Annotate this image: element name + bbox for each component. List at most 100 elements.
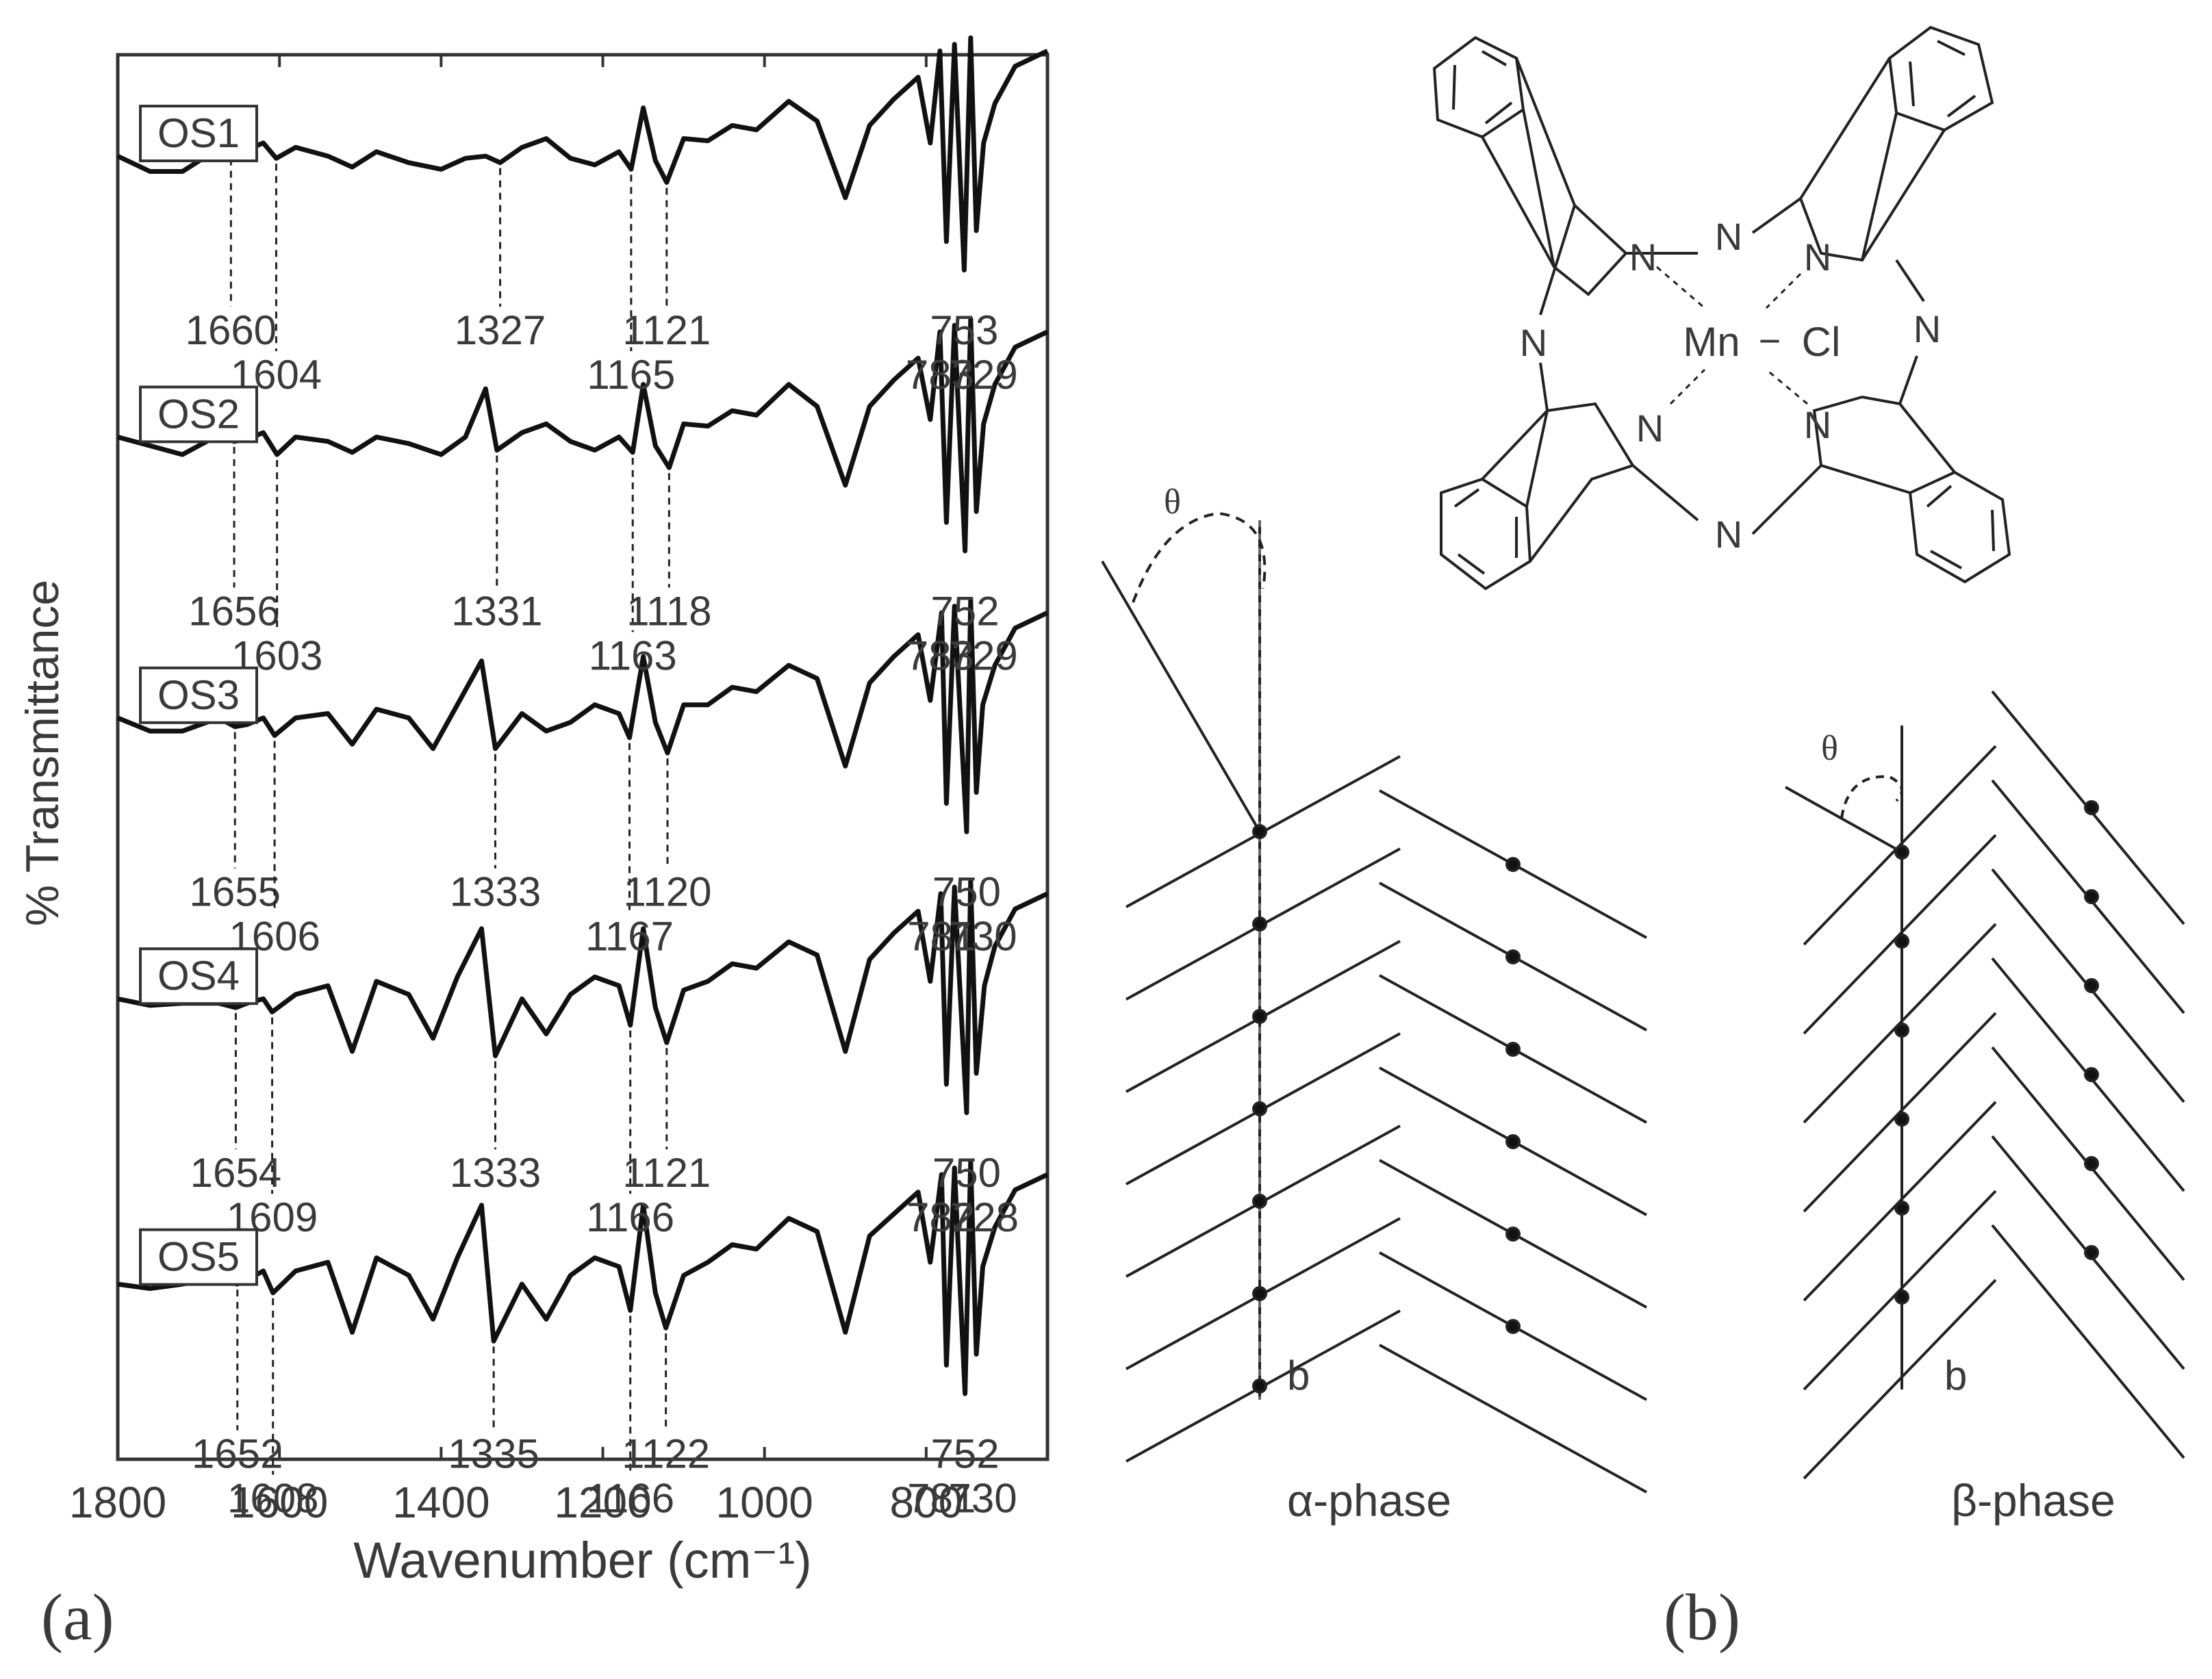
alpha-molecule-center xyxy=(1252,917,1267,932)
peak-label: 1122 xyxy=(622,1431,710,1477)
plot-frame xyxy=(116,53,1050,1461)
peak-label: 1655 xyxy=(189,869,280,915)
peak-label: 1121 xyxy=(622,1150,711,1196)
alpha-molecule-center xyxy=(1505,1227,1521,1242)
x-tick-label: 800 xyxy=(889,1478,963,1527)
series-label-os3: OS3 xyxy=(157,672,240,718)
atom-n: N xyxy=(1804,403,1831,446)
theta-arc-beta xyxy=(1840,775,1903,819)
series-label-os2: OS2 xyxy=(157,391,240,437)
peak-label: 1166 xyxy=(586,1194,674,1240)
alpha-b-axis-label: b xyxy=(1287,1353,1310,1398)
bond xyxy=(1539,362,1549,411)
peak-label: 1327 xyxy=(455,307,546,353)
beta-b-axis-label: b xyxy=(1944,1353,1967,1398)
bond xyxy=(1481,136,1555,268)
alpha-right-molecules xyxy=(1379,789,1647,1494)
benzo-ring-br xyxy=(1908,470,2011,584)
coordination-bond xyxy=(1766,368,1808,405)
series-label-box xyxy=(139,666,258,724)
spectra-group xyxy=(116,35,1049,1396)
atom-n: N xyxy=(1914,307,1941,350)
benzo-ring-tl xyxy=(1432,36,1525,139)
peak-label: 1121 xyxy=(622,307,711,353)
bond xyxy=(1631,464,1699,522)
atom-cl: Cl xyxy=(1802,319,1841,365)
beta-molecule-center xyxy=(2084,1156,2099,1171)
pyrrole-br xyxy=(1812,395,1956,494)
peak-label: 1654 xyxy=(190,1150,281,1196)
spectrum-line-os4 xyxy=(117,877,1049,1116)
coordination-bond xyxy=(1669,368,1706,405)
atom-mn: Mn xyxy=(1683,319,1740,365)
peak-label: 783 xyxy=(906,352,974,398)
beta-molecule-center xyxy=(2084,1245,2099,1260)
beta-molecule-center xyxy=(1894,934,1909,949)
bond xyxy=(1895,259,1925,303)
beta-molecule-center xyxy=(1894,1112,1909,1127)
beta-right-molecules xyxy=(1991,690,2185,1459)
beta-molecule-right xyxy=(1991,1224,2185,1459)
peak-label: 730 xyxy=(948,1476,1017,1522)
bond xyxy=(1482,50,1507,66)
alpha-phase-label: α-phase xyxy=(1287,1475,1451,1526)
bond xyxy=(1481,409,1549,480)
beta-phase-packing xyxy=(1785,690,2185,1480)
alpha-molecule-center xyxy=(1505,1042,1521,1057)
spectrum-line-os5 xyxy=(117,1159,1049,1396)
peak-label: 753 xyxy=(930,307,998,353)
alpha-molecule-center xyxy=(1252,1286,1267,1301)
alpha-molecule-center xyxy=(1505,1134,1521,1149)
peak-label: 1333 xyxy=(450,869,541,915)
series-label-os4: OS4 xyxy=(157,953,240,999)
bond xyxy=(1937,40,1966,56)
peak-label: 782 xyxy=(906,1194,975,1240)
spectrum-line-os1 xyxy=(116,35,1049,272)
bond xyxy=(1991,509,1995,552)
peak-label: 1660 xyxy=(186,307,277,353)
beta-left-molecules xyxy=(1803,745,1997,1480)
peak-label: 752 xyxy=(930,588,999,634)
tilt-reference-line xyxy=(1785,786,1903,854)
panel-a-ir-spectra: 1800 1600 1400 1200 1000 800 1660160413271165… xyxy=(16,35,1050,1654)
peak-label: 1608 xyxy=(227,1476,318,1522)
peak-label: 781 xyxy=(907,914,976,960)
x-axis-ticks xyxy=(116,55,928,1459)
alpha-molecule-center xyxy=(1252,1101,1267,1116)
beta-molecule-center xyxy=(2084,978,2099,993)
bond xyxy=(1909,61,1915,107)
bond xyxy=(1751,464,1822,535)
series-label-box xyxy=(139,385,258,444)
peak-label: 1331 xyxy=(451,588,542,634)
beta-molecule-center xyxy=(2084,800,2099,815)
series-labels: OS1 OS2 OS3 OS4 OS5 xyxy=(139,105,258,1286)
peak-label: 1120 xyxy=(623,869,711,915)
peak-label: 1652 xyxy=(192,1431,283,1477)
beta-molecule-center xyxy=(1894,1290,1909,1305)
tilt-reference-line xyxy=(1101,560,1261,833)
peak-label: 1163 xyxy=(589,632,677,678)
y-axis-label: % Transmittance xyxy=(16,580,68,926)
bond xyxy=(1484,101,1513,125)
atom-n: N xyxy=(1520,321,1547,364)
x-tick-label: 1200 xyxy=(554,1478,651,1527)
peak-label: 781 xyxy=(907,1476,976,1522)
bond xyxy=(1751,197,1802,234)
peak-label: 1335 xyxy=(448,1431,539,1477)
beta-molecule-center xyxy=(1894,845,1909,860)
bond xyxy=(1930,550,1962,569)
atom-n: N xyxy=(1715,513,1742,556)
bond xyxy=(1452,64,1456,110)
atom-n: N xyxy=(1629,235,1657,279)
peak-label: 1656 xyxy=(188,588,279,634)
alpha-phase-packing xyxy=(1101,511,1647,1494)
series-label-box xyxy=(139,947,258,1005)
beta-molecule-center xyxy=(1894,1201,1909,1216)
alpha-molecule-center xyxy=(1252,1194,1267,1209)
peak-label: 730 xyxy=(948,914,1017,960)
coordination-bond xyxy=(1656,266,1705,309)
panel-b-label: (b) xyxy=(1664,1580,1740,1654)
theta-arc-alpha xyxy=(1132,511,1267,603)
beta-molecule-center xyxy=(2084,889,2099,904)
